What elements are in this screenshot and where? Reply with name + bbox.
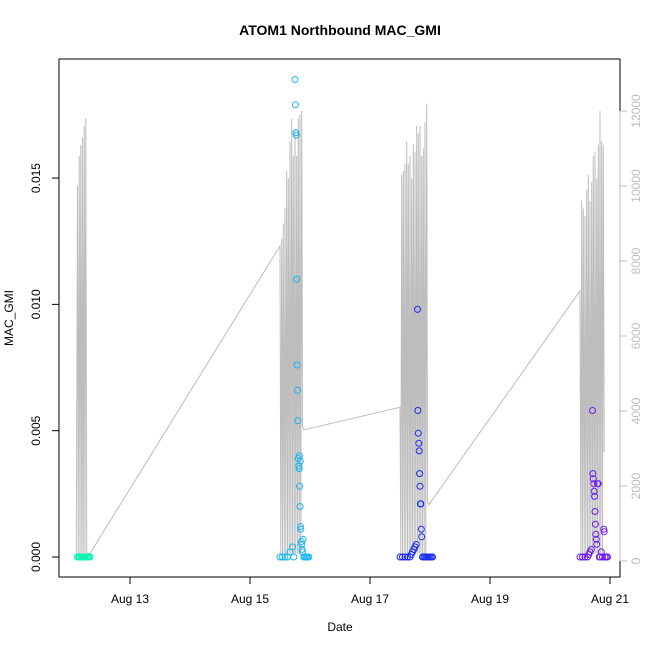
data-point bbox=[591, 520, 599, 528]
data-point bbox=[590, 487, 598, 495]
data-point bbox=[418, 533, 426, 541]
data-point bbox=[401, 553, 409, 561]
data-point bbox=[600, 525, 608, 533]
x-tick-label: Aug 15 bbox=[231, 592, 269, 606]
data-point bbox=[592, 535, 600, 543]
data-point bbox=[576, 553, 584, 561]
y2-tick-label: 6000 bbox=[629, 322, 643, 349]
data-point bbox=[415, 439, 423, 447]
data-point bbox=[579, 553, 586, 561]
right-axis-series-line bbox=[75, 103, 605, 554]
data-point bbox=[281, 553, 289, 561]
y2-tick-label: 2000 bbox=[629, 472, 643, 499]
chart-title: ATOM1 Northbound MAC_GMI bbox=[239, 22, 441, 38]
y2-tick-label: 0 bbox=[629, 557, 643, 564]
y2-tick-label: 8000 bbox=[629, 247, 643, 274]
y-tick-label: 0.005 bbox=[29, 415, 43, 445]
data-point bbox=[429, 553, 436, 561]
data-point bbox=[293, 361, 301, 369]
data-point bbox=[599, 553, 606, 561]
y-tick-label: 0.000 bbox=[29, 542, 43, 572]
y2-tick-label: 10000 bbox=[629, 169, 643, 203]
data-point bbox=[291, 76, 299, 83]
data-point bbox=[293, 275, 301, 283]
data-point bbox=[292, 129, 300, 137]
data-point bbox=[298, 545, 306, 553]
y-tick-label: 0.015 bbox=[29, 163, 43, 193]
data-point bbox=[294, 386, 301, 394]
data-point bbox=[276, 553, 284, 561]
x-axis: Aug 13 Aug 15 Aug 17 Aug 19 Aug 21 bbox=[111, 576, 629, 606]
points-layer bbox=[74, 76, 611, 561]
data-point bbox=[416, 482, 424, 490]
right-axis-line-layer bbox=[75, 103, 605, 554]
y-axis-right: 0 2000 4000 6000 8000 10000 12000 bbox=[619, 94, 643, 564]
data-point bbox=[417, 525, 425, 533]
data-point bbox=[295, 465, 303, 473]
data-point bbox=[414, 429, 422, 437]
plot-frame bbox=[58, 58, 621, 578]
data-point bbox=[589, 407, 596, 414]
data-point bbox=[399, 553, 406, 561]
data-point bbox=[296, 523, 304, 531]
data-point bbox=[592, 530, 600, 538]
data-point bbox=[412, 540, 420, 548]
data-point bbox=[597, 548, 605, 556]
x-tick-label: Aug 17 bbox=[351, 592, 389, 606]
data-point bbox=[594, 480, 602, 488]
data-point bbox=[604, 553, 611, 561]
data-point bbox=[86, 553, 94, 561]
y2-tick-label: 4000 bbox=[629, 397, 643, 424]
x-tick-label: Aug 21 bbox=[591, 592, 629, 606]
y-axis-label: MAC_GMI bbox=[2, 290, 16, 346]
data-point bbox=[295, 452, 303, 460]
data-point bbox=[414, 407, 422, 414]
data-point bbox=[290, 553, 298, 561]
data-point bbox=[593, 540, 601, 548]
data-point bbox=[296, 482, 304, 490]
data-point bbox=[590, 480, 598, 488]
data-point bbox=[600, 528, 608, 536]
data-point bbox=[298, 540, 306, 548]
data-point bbox=[291, 101, 299, 109]
y-tick-label: 0.010 bbox=[29, 289, 43, 319]
data-point bbox=[305, 553, 313, 561]
data-point bbox=[396, 553, 404, 561]
x-axis-label: Date bbox=[327, 620, 353, 634]
data-point bbox=[297, 525, 305, 533]
data-point bbox=[591, 508, 599, 515]
y2-tick-label: 12000 bbox=[629, 94, 643, 128]
data-point bbox=[589, 470, 597, 478]
data-point bbox=[589, 475, 597, 483]
data-point bbox=[416, 470, 424, 478]
data-point bbox=[294, 417, 302, 425]
y-axis-left: 0.000 0.005 0.010 0.015 bbox=[29, 163, 60, 572]
data-point bbox=[289, 543, 296, 551]
data-point bbox=[415, 447, 423, 455]
x-tick-label: Aug 13 bbox=[111, 592, 149, 606]
data-point bbox=[417, 500, 425, 508]
data-point bbox=[299, 535, 307, 543]
data-point bbox=[292, 131, 300, 139]
data-point bbox=[591, 492, 599, 500]
data-point bbox=[296, 457, 304, 465]
data-point bbox=[587, 545, 595, 553]
data-point bbox=[295, 462, 303, 470]
x-tick-label: Aug 19 bbox=[471, 592, 509, 606]
data-point bbox=[414, 305, 421, 313]
data-point bbox=[279, 553, 286, 561]
data-point bbox=[296, 503, 304, 510]
